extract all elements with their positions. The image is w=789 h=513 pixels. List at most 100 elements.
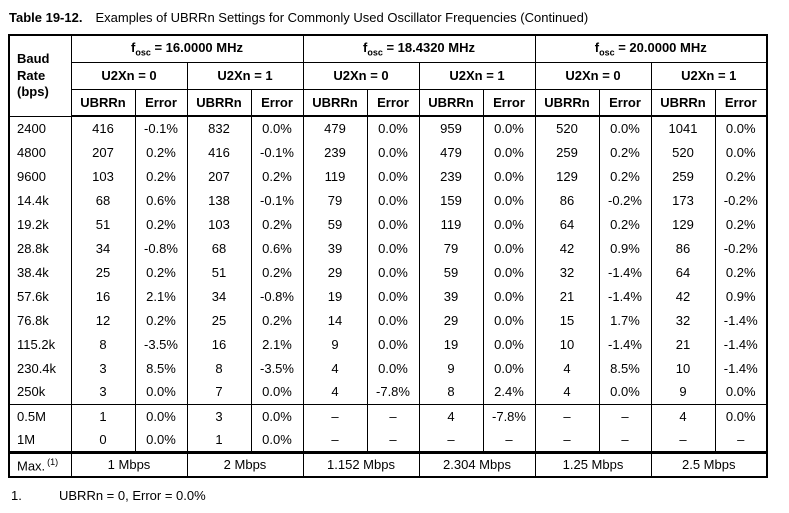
error-value-cell: 0.2%: [598, 164, 651, 188]
ubrr-value-cell: 32: [534, 260, 599, 284]
ubrr-value-cell: 39: [418, 284, 483, 308]
error-value-cell: 0.0%: [714, 140, 767, 164]
error-value-cell: –: [366, 403, 419, 428]
error-value-cell: 0.0%: [714, 380, 767, 404]
ubrr-value-cell: 832: [186, 116, 251, 140]
baud-rate-cell: 76.8k: [8, 308, 71, 332]
error-value-cell: 0.0%: [366, 332, 419, 356]
error-value-cell: 0.0%: [482, 140, 535, 164]
baud-header-line: Baud: [17, 51, 50, 67]
u2x1-header: U2Xn = 1: [186, 61, 304, 90]
ubrr-value-cell: 479: [302, 116, 367, 140]
error-value-cell: 0.9%: [598, 236, 651, 260]
u2x1-header: U2Xn = 1: [650, 61, 768, 90]
error-value-cell: -0.1%: [134, 116, 187, 140]
error-value-cell: -0.2%: [598, 188, 651, 212]
ubrr-value-cell: 64: [650, 260, 715, 284]
ubrr-column-header: UBRRn: [302, 88, 368, 117]
table-row: 2400 416 -0.1% 832 0.0% 479 0.0% 959 0.0% 520 0.0%…: [8, 116, 767, 140]
ubrr-column-header: UBRRn: [186, 88, 252, 117]
ubrr-settings-table: Baud Rate (bps) fosc = 16.0000 MHz fosc …: [8, 34, 768, 478]
ubrr-value-cell: 42: [534, 236, 599, 260]
ubrr-value-cell: 138: [186, 188, 251, 212]
error-value-cell: 0.0%: [598, 380, 651, 404]
error-value-cell: 0.0%: [482, 284, 535, 308]
fosc-16mhz-header: fosc = 16.0000 MHz: [70, 34, 304, 63]
error-column-header: Error: [482, 88, 536, 117]
ubrr-value-cell: 29: [418, 308, 483, 332]
error-value-cell: -1.4%: [598, 260, 651, 284]
fosc-symbol: f: [363, 39, 368, 55]
max-value-cell: 1 Mbps: [70, 450, 187, 477]
ubrr-value-cell: 9: [418, 356, 483, 380]
ubrr-value-cell: 21: [650, 332, 715, 356]
ubrr-value-cell: 16: [186, 332, 251, 356]
ubrr-value-cell: 129: [650, 212, 715, 236]
ubrr-value-cell: 416: [70, 116, 135, 140]
ubrr-value-cell: –: [302, 403, 367, 428]
ubrr-value-cell: –: [302, 428, 367, 452]
error-value-cell: 0.0%: [482, 236, 535, 260]
ubrr-value-cell: 173: [650, 188, 715, 212]
baud-rate-cell: 115.2k: [8, 332, 71, 356]
error-value-cell: 0.9%: [714, 284, 767, 308]
u2x0-header: U2Xn = 0: [302, 61, 420, 90]
error-value-cell: 0.0%: [366, 164, 419, 188]
error-value-cell: 0.2%: [134, 260, 187, 284]
ubrr-value-cell: 1041: [650, 116, 715, 140]
u2x-header-row: U2Xn = 0 U2Xn = 1 U2Xn = 0 U2Xn = 1 U2Xn…: [9, 61, 768, 90]
error-value-cell: -1.4%: [598, 332, 651, 356]
error-value-cell: –: [482, 428, 535, 452]
ubrr-value-cell: 9: [302, 332, 367, 356]
error-value-cell: 0.2%: [250, 308, 303, 332]
ubrr-column-header: UBRRn: [418, 88, 484, 117]
ubrr-value-cell: 520: [650, 140, 715, 164]
error-value-cell: 0.0%: [250, 380, 303, 404]
ubrr-value-cell: 103: [70, 164, 135, 188]
ubrr-value-cell: 520: [534, 116, 599, 140]
fosc-18432mhz-header: fosc = 18.4320 MHz: [302, 34, 536, 63]
ubrr-value-cell: 103: [186, 212, 251, 236]
error-value-cell: 0.0%: [366, 140, 419, 164]
error-value-cell: -3.5%: [134, 332, 187, 356]
error-value-cell: -0.1%: [250, 188, 303, 212]
ubrr-column-header: UBRRn: [534, 88, 600, 117]
baud-rate-cell: 38.4k: [8, 260, 71, 284]
ubrr-value-cell: 1: [186, 428, 251, 452]
ubrr-value-cell: 3: [70, 356, 135, 380]
error-value-cell: -0.8%: [134, 236, 187, 260]
error-value-cell: -0.2%: [714, 236, 767, 260]
ubrr-value-cell: 59: [302, 212, 367, 236]
ubrr-value-cell: 15: [534, 308, 599, 332]
ubrr-value-cell: 51: [70, 212, 135, 236]
table-caption: Table 19-12. Examples of UBRRn Settings f…: [9, 10, 789, 25]
error-value-cell: 1.7%: [598, 308, 651, 332]
error-value-cell: -0.2%: [714, 188, 767, 212]
table-header: Baud Rate (bps) fosc = 16.0000 MHz fosc …: [8, 34, 768, 117]
error-column-header: Error: [366, 88, 420, 117]
table-row: 28.8k 34 -0.8% 68 0.6% 39 0.0% 79 0.0% 42 0.9% 86 -0…: [8, 236, 767, 260]
error-value-cell: 0.0%: [134, 403, 187, 428]
ubrr-value-cell: 19: [418, 332, 483, 356]
ubrr-value-cell: 34: [186, 284, 251, 308]
max-label: Max.: [17, 457, 46, 473]
column-header-row: UBRRn Error UBRRn Error UBRRn Error UBRR…: [9, 88, 768, 117]
u2x1-header: U2Xn = 1: [418, 61, 536, 90]
baud-rate-cell: 2400: [8, 116, 71, 140]
error-value-cell: –: [598, 428, 651, 452]
baud-rate-header: Baud Rate (bps): [8, 34, 72, 117]
ubrr-value-cell: 10: [650, 356, 715, 380]
max-value-cell: 2 Mbps: [186, 450, 303, 477]
baud-rate-cell: 0.5M: [8, 403, 71, 428]
ubrr-value-cell: 159: [418, 188, 483, 212]
ubrr-value-cell: 129: [534, 164, 599, 188]
baud-rate-cell: 19.2k: [8, 212, 71, 236]
ubrr-value-cell: 1: [70, 403, 135, 428]
table-row: 0.5M 1 0.0% 3 0.0% – –4 -7.8% – –4 0.0%: [8, 403, 767, 428]
error-value-cell: 0.0%: [134, 428, 187, 452]
max-value-cell: 1.152 Mbps: [302, 450, 419, 477]
baud-rate-cell: 28.8k: [8, 236, 71, 260]
max-footnote-ref: (1): [47, 456, 59, 467]
error-value-cell: 0.0%: [366, 212, 419, 236]
